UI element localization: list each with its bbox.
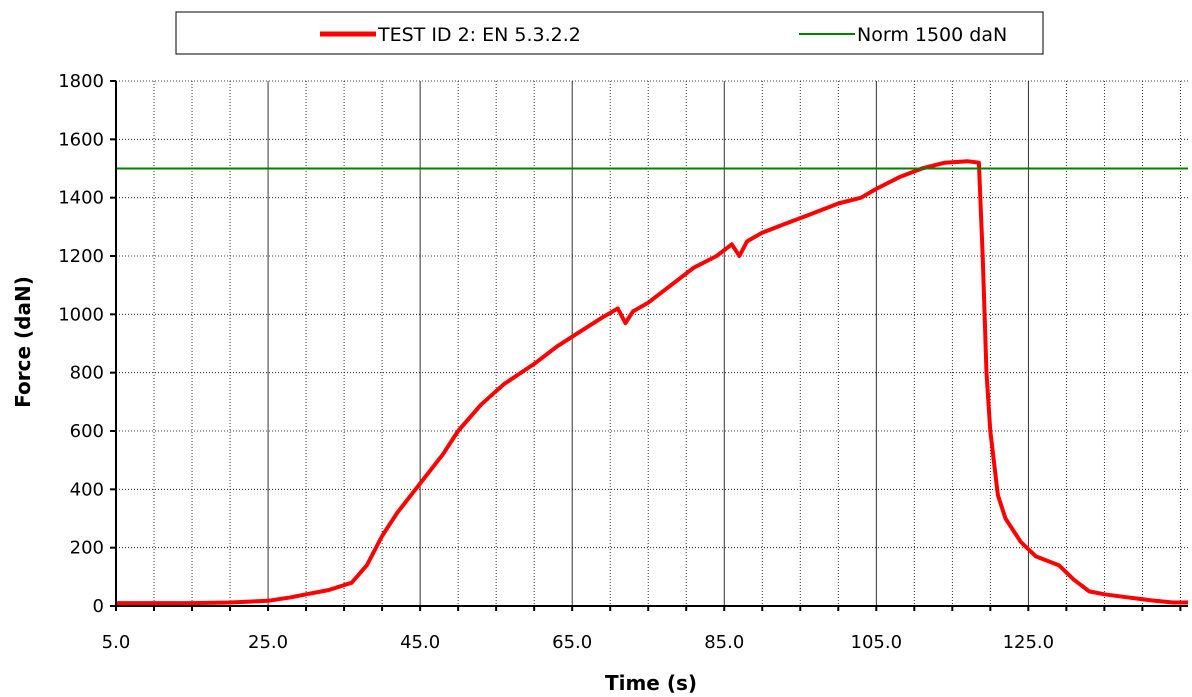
series-line-test	[116, 159, 1188, 606]
y-tick-label: 0	[93, 596, 104, 617]
x-tick-label: 105.0	[851, 632, 903, 653]
y-tick-label: 800	[70, 363, 104, 384]
y-tick-label: 400	[70, 479, 104, 500]
legend-label-norm: Norm 1500 daN	[857, 24, 1007, 46]
y-tick-label: 200	[70, 538, 104, 559]
y-tick-label: 1400	[58, 188, 104, 209]
axes	[110, 80, 1188, 611]
grid	[116, 80, 1188, 606]
y-axis-title: Force (daN)	[11, 276, 35, 408]
x-tick-label: 25.0	[248, 632, 288, 653]
y-tick-label: 1800	[58, 71, 104, 92]
x-tick-label: 45.0	[400, 632, 440, 653]
legend: TEST ID 2: EN 5.3.2.2 Norm 1500 daN	[175, 11, 1044, 55]
series-layer	[116, 159, 1188, 606]
x-axis-title: Time (s)	[605, 671, 697, 695]
y-tick-label: 1200	[58, 246, 104, 267]
tick-labels: 0 200 400 600 800 1000 1200 1400 1600 1800 5.0 25.0…	[58, 71, 1054, 653]
x-tick-label: 65.0	[552, 632, 592, 653]
y-tick-label: 1600	[58, 129, 104, 150]
y-tick-label: 1000	[58, 304, 104, 325]
x-tick-label: 125.0	[1003, 632, 1055, 653]
x-tick-label: 85.0	[704, 632, 744, 653]
y-tick-label: 600	[70, 421, 104, 442]
legend-label-test: TEST ID 2: EN 5.3.2.2	[377, 24, 581, 46]
x-tick-label: 5.0	[102, 632, 131, 653]
